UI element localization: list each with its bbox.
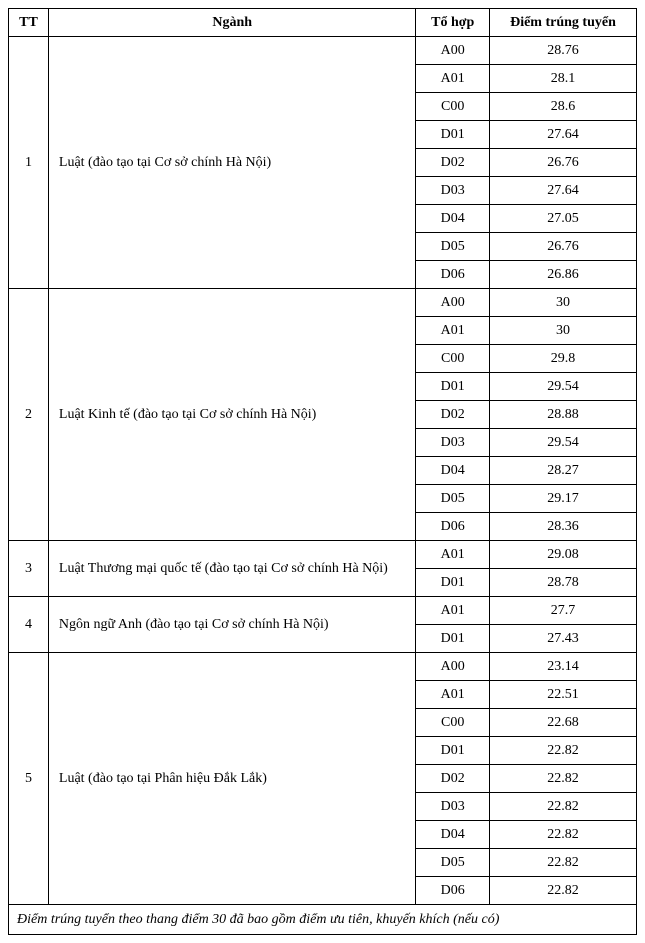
header-tohop: Tổ hợp xyxy=(416,9,490,37)
cell-score: 27.64 xyxy=(489,121,636,149)
cell-score: 29.08 xyxy=(489,541,636,569)
table-row: 3Luật Thương mại quốc tế (đào tạo tại Cơ… xyxy=(9,541,637,569)
cell-tohop: D02 xyxy=(416,149,490,177)
cell-score: 27.64 xyxy=(489,177,636,205)
cell-score: 29.54 xyxy=(489,429,636,457)
cell-score: 22.82 xyxy=(489,877,636,905)
cell-tohop: D02 xyxy=(416,401,490,429)
cell-score: 29.54 xyxy=(489,373,636,401)
cell-tt: 3 xyxy=(9,541,49,597)
cell-tohop: D01 xyxy=(416,373,490,401)
cell-tohop: D01 xyxy=(416,569,490,597)
cell-nganh: Ngôn ngữ Anh (đào tạo tại Cơ sở chính Hà… xyxy=(48,597,416,653)
cell-score: 28.78 xyxy=(489,569,636,597)
cell-tohop: A01 xyxy=(416,317,490,345)
cell-tt: 1 xyxy=(9,37,49,289)
cell-score: 22.82 xyxy=(489,849,636,877)
cell-score: 22.82 xyxy=(489,821,636,849)
cell-score: 30 xyxy=(489,289,636,317)
cell-tohop: A00 xyxy=(416,37,490,65)
header-nganh: Ngành xyxy=(48,9,416,37)
table-footer: Điểm trúng tuyển theo thang điểm 30 đã b… xyxy=(9,905,637,935)
cell-tohop: D01 xyxy=(416,625,490,653)
cell-score: 22.82 xyxy=(489,793,636,821)
cell-tohop: D03 xyxy=(416,429,490,457)
cell-tohop: A01 xyxy=(416,541,490,569)
table-row: 5Luật (đào tạo tại Phân hiệu Đắk Lắk)A00… xyxy=(9,653,637,681)
cell-tohop: A01 xyxy=(416,597,490,625)
cell-score: 22.51 xyxy=(489,681,636,709)
cell-score: 29.8 xyxy=(489,345,636,373)
cell-tohop: D06 xyxy=(416,261,490,289)
admission-score-table: TT Ngành Tổ hợp Điểm trúng tuyển 1Luật (… xyxy=(8,8,637,935)
cell-tohop: C00 xyxy=(416,93,490,121)
header-row: TT Ngành Tổ hợp Điểm trúng tuyển xyxy=(9,9,637,37)
cell-tt: 5 xyxy=(9,653,49,905)
cell-score: 29.17 xyxy=(489,485,636,513)
cell-score: 28.76 xyxy=(489,37,636,65)
cell-tohop: A01 xyxy=(416,65,490,93)
header-tt: TT xyxy=(9,9,49,37)
cell-nganh: Luật Thương mại quốc tế (đào tạo tại Cơ … xyxy=(48,541,416,597)
cell-score: 22.68 xyxy=(489,709,636,737)
cell-tohop: D06 xyxy=(416,877,490,905)
table-row: 1Luật (đào tạo tại Cơ sở chính Hà Nội)A0… xyxy=(9,37,637,65)
footnote-text: Điểm trúng tuyển theo thang điểm 30 đã b… xyxy=(9,905,637,935)
cell-score: 30 xyxy=(489,317,636,345)
cell-nganh: Luật (đào tạo tại Phân hiệu Đắk Lắk) xyxy=(48,653,416,905)
cell-tohop: D02 xyxy=(416,765,490,793)
cell-score: 28.27 xyxy=(489,457,636,485)
cell-score: 23.14 xyxy=(489,653,636,681)
cell-score: 28.88 xyxy=(489,401,636,429)
cell-tohop: D05 xyxy=(416,849,490,877)
cell-score: 28.6 xyxy=(489,93,636,121)
cell-tohop: C00 xyxy=(416,709,490,737)
cell-score: 22.82 xyxy=(489,765,636,793)
cell-score: 27.05 xyxy=(489,205,636,233)
cell-score: 26.86 xyxy=(489,261,636,289)
cell-tohop: A00 xyxy=(416,289,490,317)
cell-nganh: Luật (đào tạo tại Cơ sở chính Hà Nội) xyxy=(48,37,416,289)
table-row: 2Luật Kinh tế (đào tạo tại Cơ sở chính H… xyxy=(9,289,637,317)
cell-tt: 2 xyxy=(9,289,49,541)
cell-tohop: D06 xyxy=(416,513,490,541)
cell-score: 26.76 xyxy=(489,233,636,261)
cell-tohop: D03 xyxy=(416,793,490,821)
cell-tohop: C00 xyxy=(416,345,490,373)
cell-nganh: Luật Kinh tế (đào tạo tại Cơ sở chính Hà… xyxy=(48,289,416,541)
cell-score: 22.82 xyxy=(489,737,636,765)
cell-tohop: D05 xyxy=(416,233,490,261)
cell-tohop: D03 xyxy=(416,177,490,205)
cell-score: 28.36 xyxy=(489,513,636,541)
cell-score: 26.76 xyxy=(489,149,636,177)
table-header: TT Ngành Tổ hợp Điểm trúng tuyển xyxy=(9,9,637,37)
header-score: Điểm trúng tuyển xyxy=(489,9,636,37)
cell-tohop: A01 xyxy=(416,681,490,709)
cell-tt: 4 xyxy=(9,597,49,653)
table-row: 4Ngôn ngữ Anh (đào tạo tại Cơ sở chính H… xyxy=(9,597,637,625)
cell-score: 27.7 xyxy=(489,597,636,625)
cell-tohop: A00 xyxy=(416,653,490,681)
table-body: 1Luật (đào tạo tại Cơ sở chính Hà Nội)A0… xyxy=(9,37,637,905)
cell-tohop: D01 xyxy=(416,121,490,149)
cell-score: 27.43 xyxy=(489,625,636,653)
cell-score: 28.1 xyxy=(489,65,636,93)
cell-tohop: D04 xyxy=(416,205,490,233)
footnote-row: Điểm trúng tuyển theo thang điểm 30 đã b… xyxy=(9,905,637,935)
cell-tohop: D05 xyxy=(416,485,490,513)
cell-tohop: D04 xyxy=(416,821,490,849)
cell-tohop: D01 xyxy=(416,737,490,765)
cell-tohop: D04 xyxy=(416,457,490,485)
